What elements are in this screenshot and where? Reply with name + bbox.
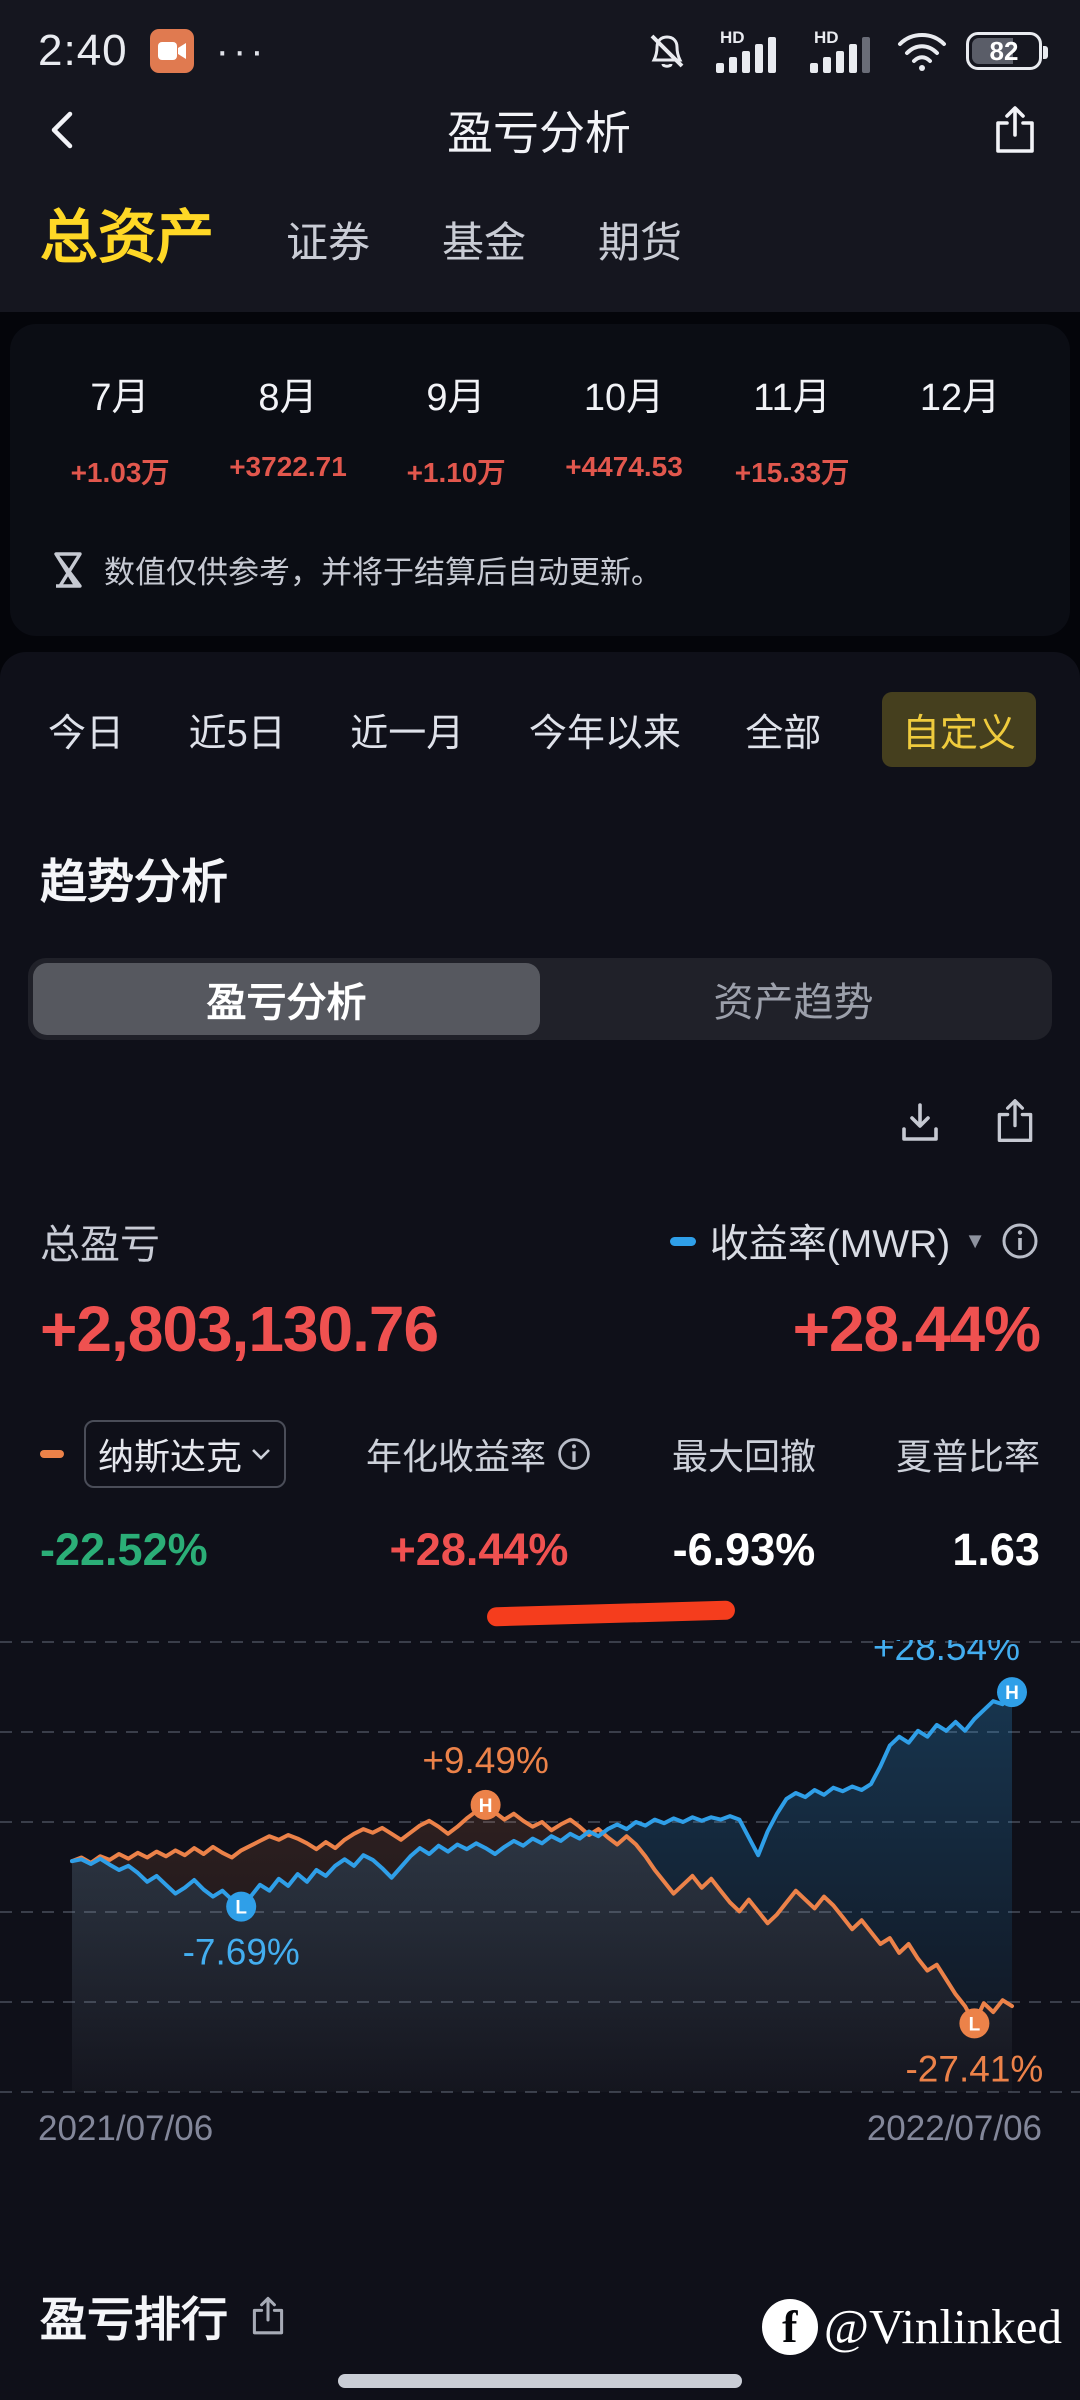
range-custom[interactable]: 自定义 [881, 692, 1036, 767]
trend-section-title: 趋势分析 [40, 855, 228, 908]
red-underline-annotation [486, 1600, 736, 1627]
download-icon[interactable] [896, 1097, 944, 1145]
svg-text:HD: HD [814, 28, 839, 47]
wifi-icon [894, 28, 950, 74]
total-pl-label: 总盈亏 [40, 1223, 160, 1267]
total-rate-value: +28.44% [792, 1293, 1041, 1365]
svg-text:H: H [1005, 1683, 1019, 1704]
status-bar: 2:40 ··· HD [0, 0, 1080, 78]
annualized-stat: 年化收益率 +28.44% [366, 1426, 592, 1576]
stats-row: 纳斯达克 -22.52% 年化收益率 +28.44% [40, 1420, 1040, 1576]
segment-pl-analysis[interactable]: 盈亏分析 [33, 963, 540, 1035]
sharpe-stat: 夏普比率 1.63 [896, 1426, 1040, 1576]
month-item[interactable]: 9月 +1.10万 [406, 377, 506, 488]
axis-end-date: 2022/07/06 [866, 2109, 1042, 2148]
share-chart-icon[interactable] [992, 1096, 1038, 1146]
sharpe-label: 夏普比率 [895, 1436, 1040, 1477]
range-all[interactable]: 全部 [745, 713, 822, 755]
tab-total-assets[interactable]: 总资产 [40, 205, 215, 270]
ranking-title: 盈亏排行 [40, 2293, 228, 2346]
benchmark-stat: 纳斯达克 -22.52% [40, 1420, 287, 1576]
notice-text: 数值仅供参考，并将于结算后自动更新。 [104, 555, 662, 590]
drawdown-value: -6.93% [672, 1524, 816, 1575]
svg-text:H: H [479, 1796, 493, 1817]
tab-securities[interactable]: 证券 [286, 219, 371, 266]
nav-header: 盈亏分析 [0, 78, 1080, 182]
total-pl-value: +2,803,130.76 [40, 1293, 439, 1365]
drawdown-stat: 最大回撤 -6.93% [672, 1426, 816, 1576]
benchmark-selector[interactable]: 纳斯达克 [84, 1420, 287, 1488]
facebook-icon: f [761, 2298, 818, 2355]
sim1-signal-icon: HD [706, 27, 784, 75]
benchmark-legend-dash-icon [40, 1450, 64, 1458]
top-surface: 2:40 ··· HD [0, 0, 1080, 312]
sim2-signal-icon: HD [800, 27, 878, 75]
month-item[interactable]: 8月 +3722.71 [229, 377, 347, 482]
pl-header: 总盈亏 收益率(MWR) ▼ [40, 1212, 1040, 1270]
info-icon[interactable] [1000, 1221, 1040, 1261]
range-1m[interactable]: 近一月 [350, 713, 465, 755]
watermark: f @Vinlinked [761, 2298, 1062, 2355]
ranking-header: 盈亏排行 [40, 2281, 1080, 2350]
caret-down-icon: ▼ [964, 1228, 986, 1253]
svg-text:-7.69%: -7.69% [183, 1932, 300, 1973]
svg-text:HD: HD [720, 28, 745, 47]
home-indicator-bar[interactable] [338, 2374, 742, 2388]
svg-text:L: L [235, 1898, 247, 1919]
month-item[interactable]: 11月 +15.33万 [734, 377, 850, 488]
segment-asset-trend[interactable]: 资产趋势 [713, 981, 874, 1025]
tab-funds[interactable]: 基金 [442, 219, 527, 266]
tab-futures[interactable]: 期货 [598, 219, 683, 266]
watermark-text: @Vinlinked [823, 2299, 1062, 2354]
annualized-value: +28.44% [389, 1524, 569, 1575]
month-item[interactable]: 7月 +1.03万 [70, 377, 170, 488]
screen-record-icon [149, 29, 194, 73]
svg-text:-27.41%: -27.41% [905, 2048, 1043, 2089]
monthly-pl-card: 7月 +1.03万 8月 +3722.71 9月 +1.10万 10月 +447… [10, 324, 1070, 636]
axis-start-date: 2021/07/06 [38, 2109, 214, 2148]
clock: 2:40 [38, 26, 128, 75]
battery-percent: 82 [989, 35, 1019, 66]
range-tabs: 今日 近5日 近一月 今年以来 全部 自定义 [0, 652, 1080, 767]
rate-selector[interactable]: 收益率(MWR) ▼ [669, 1213, 1040, 1269]
chart-date-axis: 2021/07/06 2022/07/06 [0, 2109, 1080, 2149]
range-5d[interactable]: 近5日 [188, 713, 286, 755]
benchmark-value: -22.52% [40, 1524, 208, 1575]
hourglass-icon [50, 550, 86, 590]
asset-tabs: 总资产 证券 基金 期货 [0, 182, 1080, 288]
ranking-share-icon[interactable] [248, 2294, 288, 2338]
drawdown-label: 最大回撤 [671, 1436, 816, 1477]
range-ytd[interactable]: 今年以来 [528, 713, 681, 755]
benchmark-label: 纳斯达克 [98, 1436, 243, 1477]
month-item[interactable]: 12月 [919, 377, 1001, 419]
mwr-legend-dash-icon [669, 1236, 696, 1246]
pl-trend-chart[interactable]: H +28.54% L -7.69% H +9.49% L -27.41% [0, 1600, 1080, 2095]
month-item[interactable]: 10月 +4474.53 [565, 377, 683, 482]
rate-type-label: 收益率(MWR) [709, 1223, 951, 1266]
share-icon[interactable] [990, 103, 1040, 157]
pl-values: +2,803,130.76 +28.44% [40, 1292, 1041, 1366]
svg-text:+28.54%: +28.54% [873, 1640, 1020, 1668]
notification-ellipsis-icon: ··· [215, 29, 268, 73]
analysis-sheet: 今日 近5日 近一月 今年以来 全部 自定义 趋势分析 盈亏分析 资产趋势 总盈… [0, 652, 1080, 2400]
line-chart-canvas: H +28.54% L -7.69% H +9.49% L -27.41% [0, 1627, 1080, 2093]
trend-segmented-control: 盈亏分析 资产趋势 [28, 958, 1052, 1040]
page-title: 盈亏分析 [447, 107, 631, 159]
svg-text:+9.49%: +9.49% [422, 1740, 549, 1781]
battery-icon: 82 [966, 32, 1048, 70]
export-row [0, 1096, 1038, 1146]
sharpe-value: 1.63 [952, 1524, 1040, 1575]
annualized-info-icon[interactable] [556, 1436, 592, 1472]
mute-bell-icon [644, 28, 690, 74]
svg-text:L: L [969, 2014, 981, 2035]
annualized-label: 年化收益率 [365, 1436, 546, 1477]
months-row: 7月 +1.03万 8月 +3722.71 9月 +1.10万 10月 +447… [36, 366, 1044, 491]
back-icon[interactable] [40, 106, 88, 154]
settlement-notice: 数值仅供参考，并将于结算后自动更新。 [36, 547, 1044, 592]
range-today[interactable]: 今日 [48, 713, 125, 755]
chevron-down-icon [252, 1449, 270, 1460]
